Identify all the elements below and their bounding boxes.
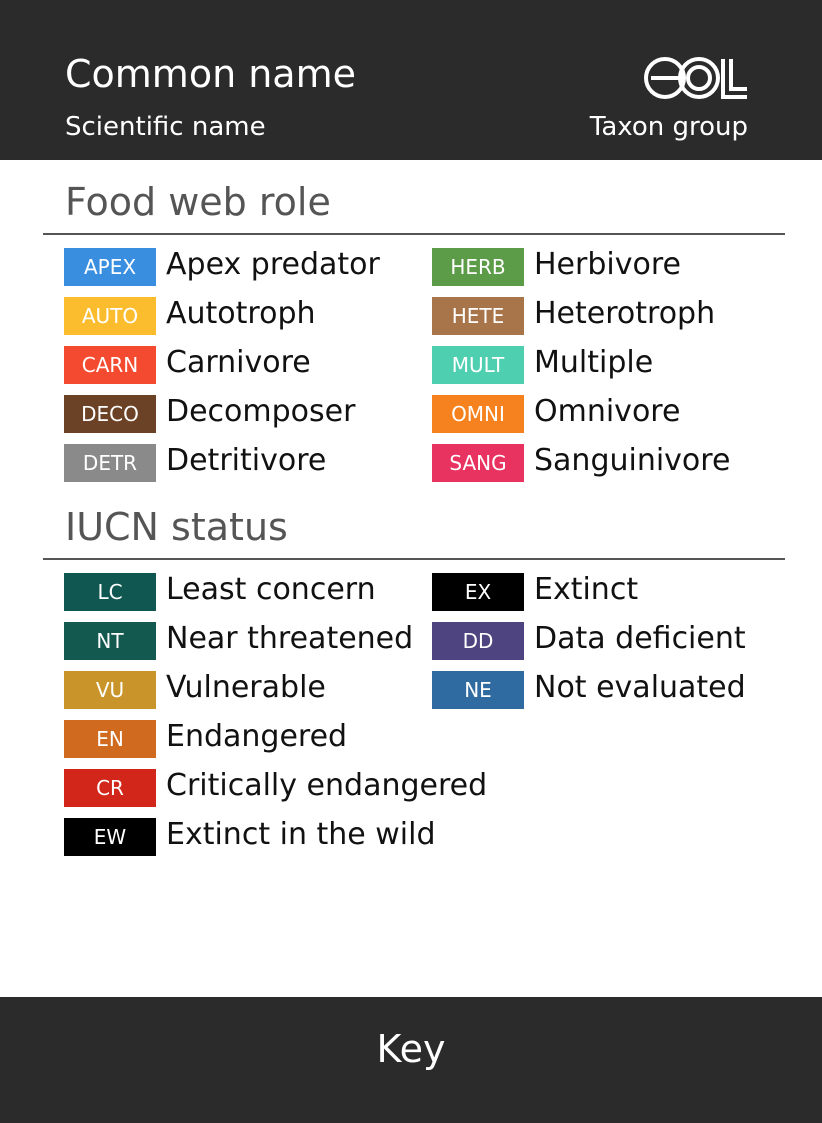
scientific-name: Scientific name: [65, 112, 266, 142]
badge: OMNI: [432, 395, 524, 433]
badge: APEX: [64, 248, 156, 286]
footer-title: Key: [376, 1027, 446, 1071]
badge: NE: [432, 671, 524, 709]
badge-label: Omnivore: [534, 394, 681, 429]
badge-label: Decomposer: [166, 394, 356, 429]
badge: SANG: [432, 444, 524, 482]
badge-label: Endangered: [166, 719, 348, 754]
badge: NT: [64, 622, 156, 660]
header: Common name Scientific name Taxon group: [0, 0, 822, 160]
badge-label: Detritivore: [166, 443, 327, 478]
badge-label: Data deficient: [534, 621, 746, 656]
badge-label: Not evaluated: [534, 670, 746, 705]
badge-label: Critically endangered: [166, 768, 488, 803]
badge: EW: [64, 818, 156, 856]
badge: HERB: [432, 248, 524, 286]
badge-label: Herbivore: [534, 247, 681, 282]
badge: CR: [64, 769, 156, 807]
badge: EN: [64, 720, 156, 758]
badge: EX: [432, 573, 524, 611]
section-title: IUCN status: [65, 505, 288, 549]
badge-label: Apex predator: [166, 247, 380, 282]
footer: Key: [0, 997, 822, 1123]
badge: AUTO: [64, 297, 156, 335]
badge-label: Heterotroph: [534, 296, 716, 331]
section-title: Food web role: [65, 180, 331, 224]
badge-label: Sanguinivore: [534, 443, 731, 478]
badge: CARN: [64, 346, 156, 384]
badge: HETE: [432, 297, 524, 335]
badge: DECO: [64, 395, 156, 433]
badge-label: Carnivore: [166, 345, 311, 380]
common-name: Common name: [65, 52, 356, 96]
badge-label: Extinct: [534, 572, 639, 607]
badge-label: Extinct in the wild: [166, 817, 436, 852]
badge-label: Multiple: [534, 345, 654, 380]
badge-label: Vulnerable: [166, 670, 326, 705]
section-rule: [43, 233, 785, 235]
badge-label: Near threatened: [166, 621, 414, 656]
eol-logo: [644, 57, 747, 99]
badge: DETR: [64, 444, 156, 482]
badge: LC: [64, 573, 156, 611]
taxon-group: Taxon group: [589, 112, 748, 142]
badge: VU: [64, 671, 156, 709]
badge-label: Autotroph: [166, 296, 316, 331]
badge: MULT: [432, 346, 524, 384]
badge: DD: [432, 622, 524, 660]
badge-label: Least concern: [166, 572, 376, 607]
section-rule: [43, 558, 785, 560]
